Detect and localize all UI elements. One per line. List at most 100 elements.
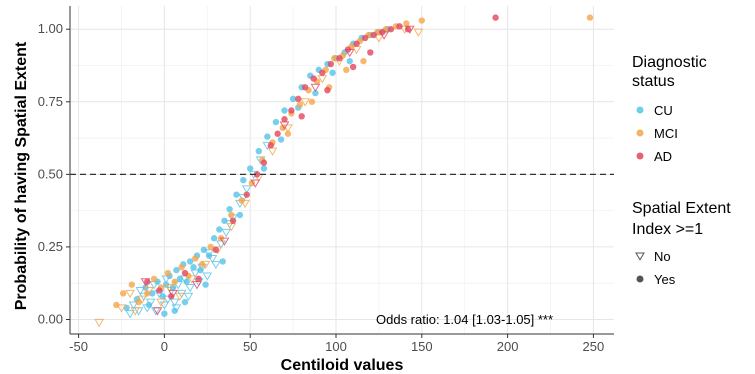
ad-point-yes <box>327 60 335 68</box>
mci-point-yes <box>418 17 425 24</box>
ad-point-yes <box>319 69 326 76</box>
x-tick-label: 0 <box>161 339 168 354</box>
mci-point-yes <box>403 20 410 27</box>
cu-point-no <box>125 310 135 319</box>
ad-point-yes <box>168 293 175 300</box>
cu-point-yes <box>202 281 209 288</box>
legend-key-ad <box>636 152 644 160</box>
ad-point-yes <box>144 278 151 285</box>
mci-point-no <box>125 289 135 299</box>
mci-point-no <box>116 304 127 313</box>
mci-point-no <box>226 223 237 232</box>
cu-point-yes <box>216 226 223 233</box>
cu-point-yes <box>186 258 194 265</box>
ad-point-yes <box>195 275 202 283</box>
mci-point-yes <box>150 275 158 283</box>
legend: Diagnostic status CU MCI AD Spatial Extent Ind… <box>632 54 731 287</box>
cu-point-yes <box>190 264 197 271</box>
cu-point-yes <box>210 235 218 242</box>
ad-point-yes <box>324 86 331 94</box>
legend-key-yes <box>636 275 644 283</box>
mci-point-yes <box>238 197 245 204</box>
mci-point-yes <box>113 301 120 309</box>
cu-point-yes <box>123 304 130 312</box>
cu-point-yes <box>272 118 280 126</box>
legend-key-no <box>635 252 645 261</box>
ad-point-yes <box>281 116 288 123</box>
cu-point-yes <box>233 191 240 198</box>
ad-point-yes <box>298 113 305 120</box>
mci-point-yes <box>128 281 135 288</box>
mci-point-yes <box>119 290 127 297</box>
mci-point-yes <box>164 269 172 277</box>
ad-point-yes <box>274 130 281 137</box>
cu-point-yes <box>176 275 184 283</box>
mci-point-yes <box>360 57 367 65</box>
cu-point-yes <box>255 147 262 155</box>
ad-point-yes <box>404 26 412 33</box>
ad-point-yes <box>295 95 302 103</box>
cu-point-yes <box>260 165 268 172</box>
ad-point-no <box>192 281 202 290</box>
ad-point-yes <box>288 107 295 114</box>
cu-point-no <box>161 275 171 284</box>
ad-point-yes <box>156 287 163 294</box>
cu-point-yes <box>173 266 180 274</box>
cu-point-no <box>159 301 170 310</box>
ad-point-no <box>250 179 261 188</box>
cu-point-no <box>135 286 146 296</box>
ad-point-yes <box>367 49 374 56</box>
legend-label-no: No <box>654 249 671 264</box>
cu-point-no <box>190 269 201 278</box>
mci-point-no <box>267 147 278 156</box>
cu-point-yes <box>200 246 208 254</box>
cu-point-no <box>202 272 213 281</box>
cu-point-no <box>241 185 252 194</box>
cu-point-yes <box>171 307 178 314</box>
cu-point-yes <box>281 107 288 114</box>
legend-label-ad: AD <box>654 149 672 164</box>
cu-point-no <box>210 260 221 270</box>
legend-key-mci <box>636 129 644 137</box>
ad-point-yes <box>396 23 403 30</box>
ad-point-yes <box>353 40 360 47</box>
mci-point-no <box>94 318 105 328</box>
mci-point-yes <box>331 55 338 62</box>
ad-point-yes <box>267 142 274 149</box>
mci-point-no <box>156 298 166 307</box>
mci-point-yes <box>207 243 214 251</box>
x-tick-label: 100 <box>325 339 347 354</box>
axes <box>69 6 614 335</box>
ad-point-yes <box>260 159 268 166</box>
legend-title-spatial-extent: Index >=1 <box>632 221 703 238</box>
cu-point-yes <box>236 211 244 219</box>
x-tick-label: -50 <box>69 339 88 354</box>
ad-point-yes <box>310 75 317 82</box>
ad-point-yes <box>229 217 237 224</box>
legend-label-yes: Yes <box>654 272 676 287</box>
ad-point-yes <box>492 14 499 21</box>
cu-point-yes <box>246 165 254 172</box>
mci-point-no <box>164 284 175 293</box>
ad-point-yes <box>243 191 250 198</box>
x-tick-label: 200 <box>497 339 519 354</box>
ad-point-yes <box>349 63 357 71</box>
mci-point-yes <box>296 101 304 108</box>
y-tick-label: 1.00 <box>38 21 63 36</box>
mci-point-yes <box>144 290 151 297</box>
ad-point-yes <box>344 46 352 53</box>
legend-title-diagnostic: Diagnostic <box>632 54 707 71</box>
data-points <box>94 14 594 328</box>
mci-point-yes <box>586 14 594 21</box>
ad-point-no <box>310 83 321 93</box>
ad-point-no <box>219 237 230 246</box>
mci-point-no <box>413 28 424 37</box>
cu-point-no <box>169 298 180 307</box>
mci-point-yes <box>178 264 185 271</box>
legend-title-spatial-extent: Spatial Extent <box>632 200 731 217</box>
mci-point-no <box>130 307 141 316</box>
cu-point-yes <box>329 69 336 76</box>
ad-point-yes <box>370 31 377 39</box>
y-tick-label: 0.00 <box>38 311 63 326</box>
